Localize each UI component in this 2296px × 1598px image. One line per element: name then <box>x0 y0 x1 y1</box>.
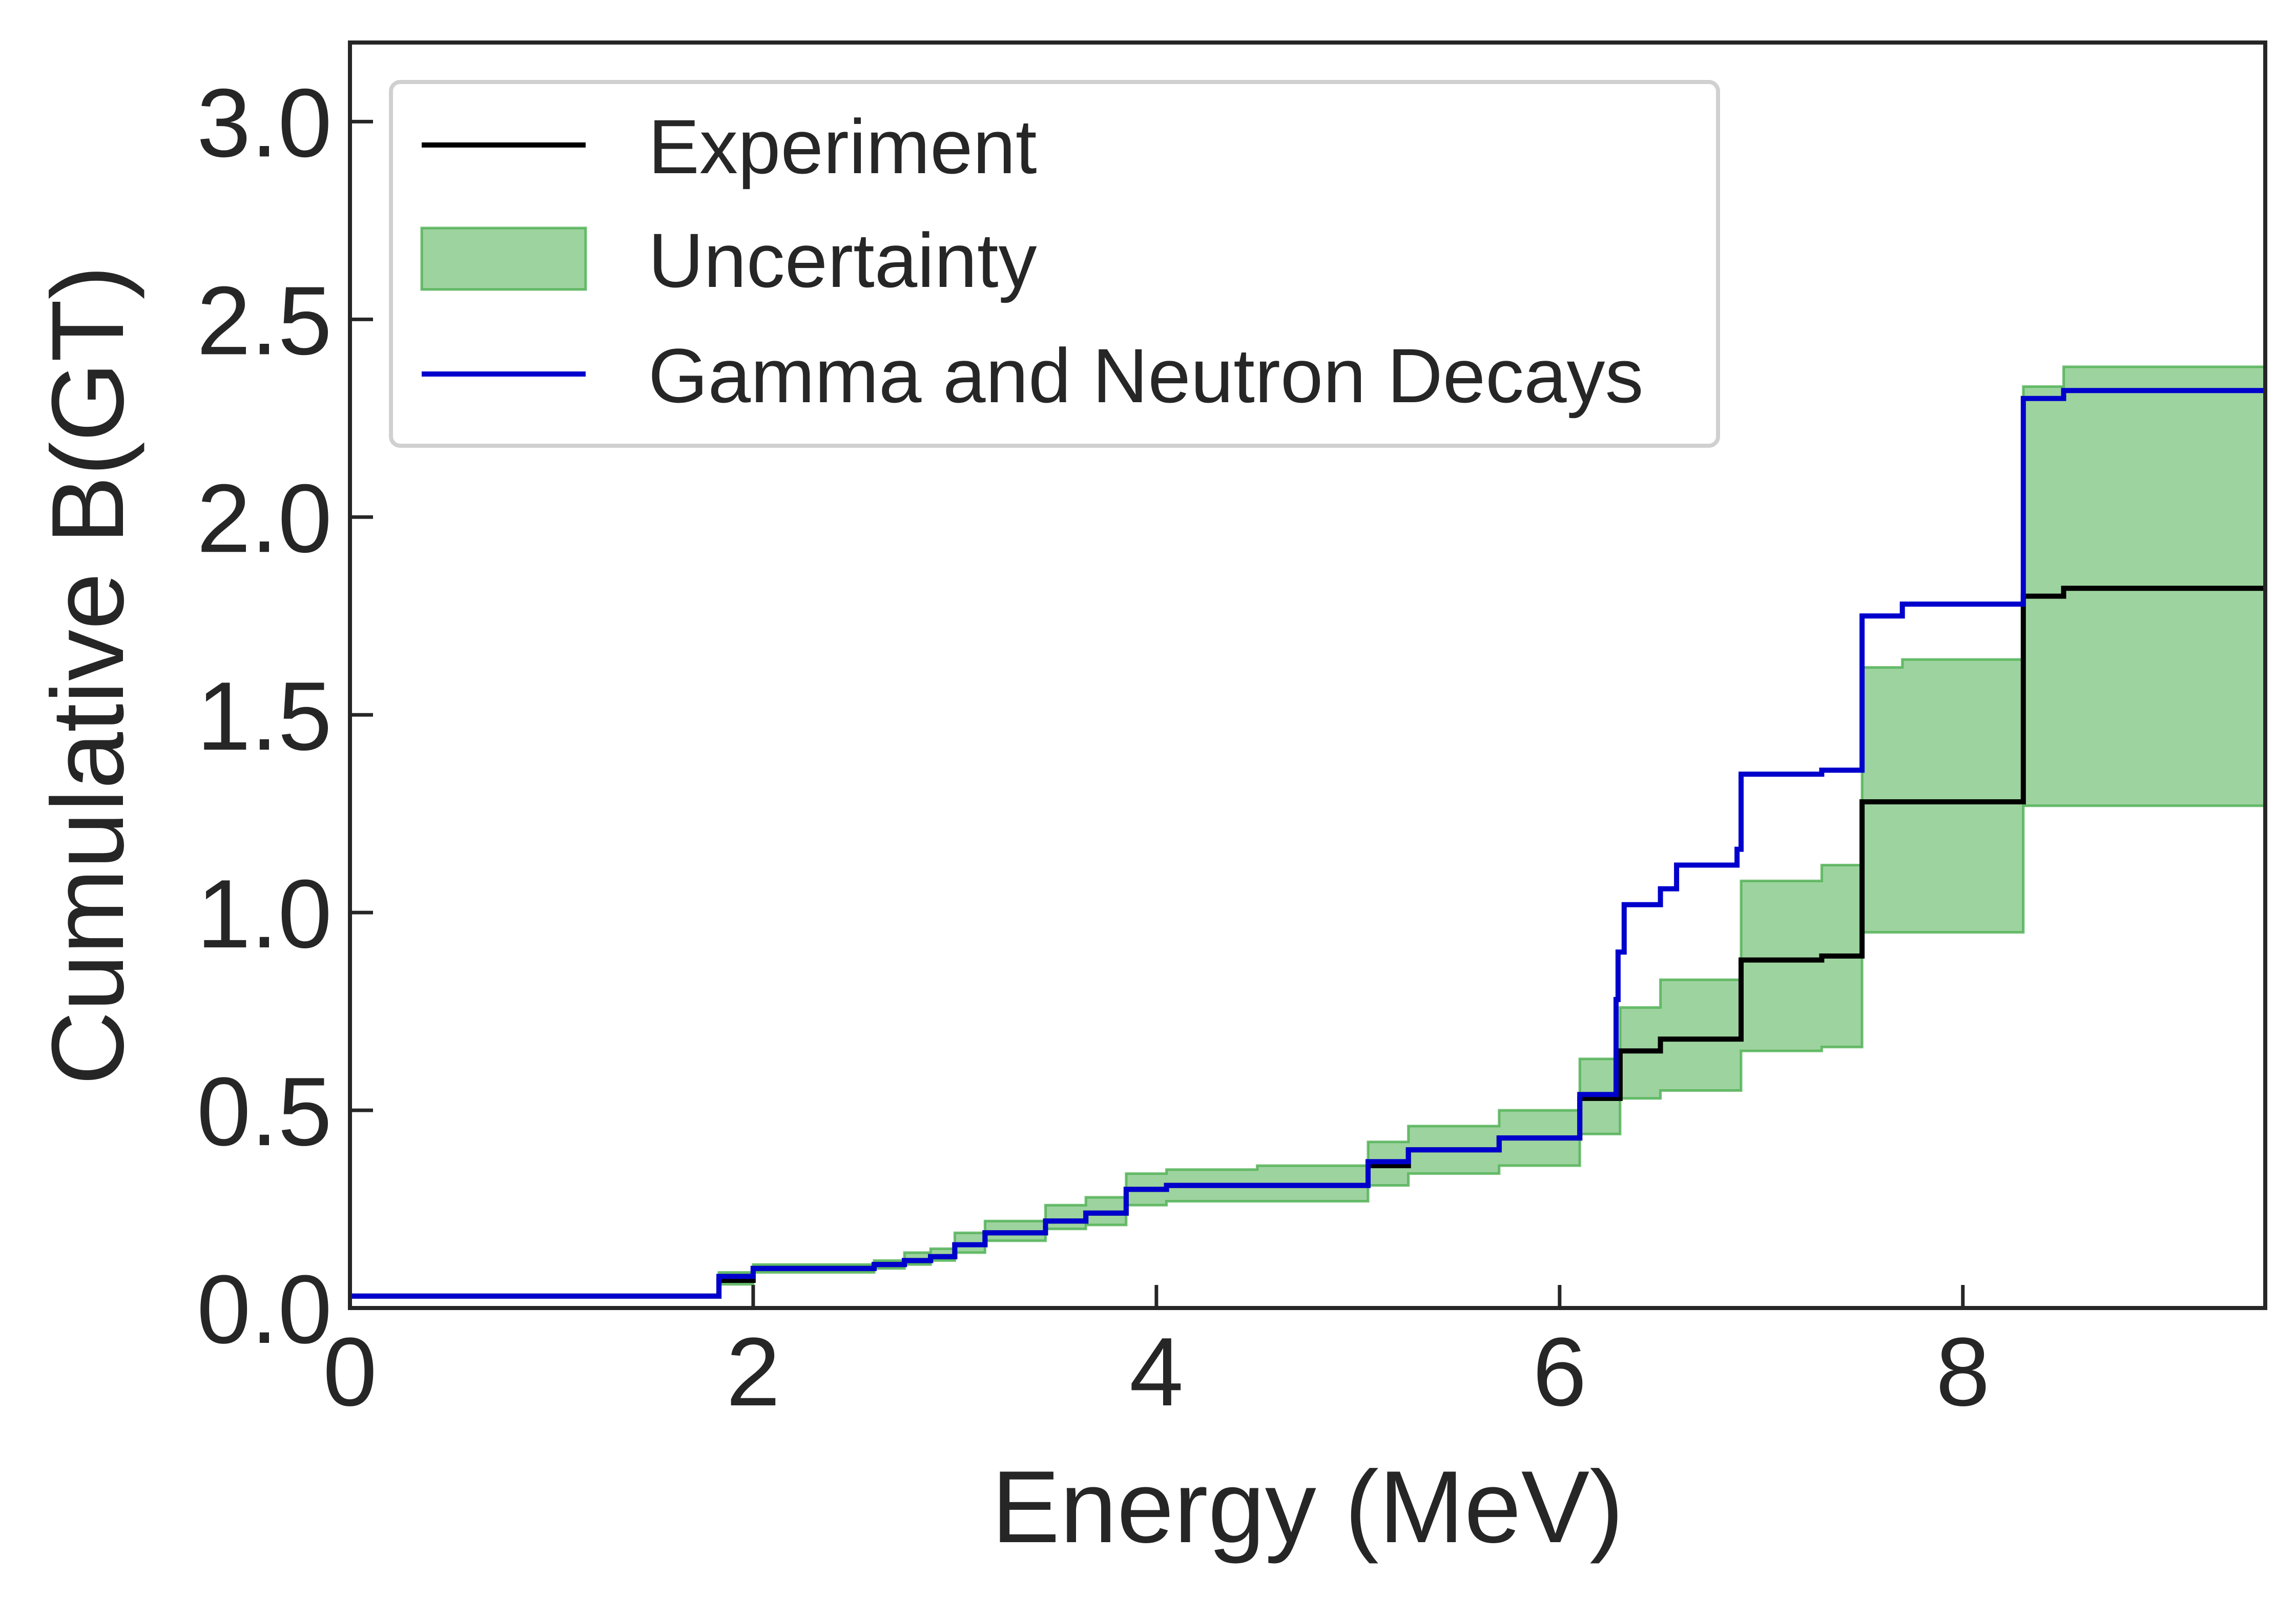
legend-label-gamma-and-neutron-decays: Gamma and Neutron Decays <box>648 333 1644 419</box>
legend-label-experiment: Experiment <box>648 103 1037 190</box>
x-tick-label: 2 <box>726 1318 780 1426</box>
legend-swatch-uncertainty <box>420 226 587 291</box>
y-tick-label: 1.5 <box>197 662 332 771</box>
plot-area-frame <box>348 40 2267 1310</box>
y-tick-label: 2.0 <box>197 464 332 573</box>
series-line-layer <box>350 388 2265 1299</box>
y-tick-label: 0.0 <box>197 1255 332 1364</box>
x-tick-label: 4 <box>1129 1318 1184 1426</box>
legend-label-uncertainty: Uncertainty <box>648 217 1037 303</box>
legend: Experiment Uncertainty Gamma and Neutron… <box>389 80 1720 448</box>
legend-box <box>389 80 1720 448</box>
x-axis-label: Energy (MeV) <box>991 1450 1624 1564</box>
axis-tick-layer: 0 2 4 6 8 0.0 0.5 1.0 1.5 2.0 2.5 3.0 <box>197 69 1990 1426</box>
x-tick-label: 0 <box>323 1318 377 1426</box>
y-tick-label: 0.5 <box>197 1057 332 1166</box>
series-line-gamma-and-neutron-decays <box>350 388 2265 1299</box>
y-axis-label: Cumulative B(GT) <box>31 265 145 1085</box>
x-tick-label: 8 <box>1936 1318 1990 1426</box>
y-tick-label: 3.0 <box>197 69 332 177</box>
y-tick-label: 2.5 <box>197 266 332 375</box>
x-tick-label: 6 <box>1533 1318 1587 1426</box>
y-tick-label: 1.0 <box>197 860 332 968</box>
